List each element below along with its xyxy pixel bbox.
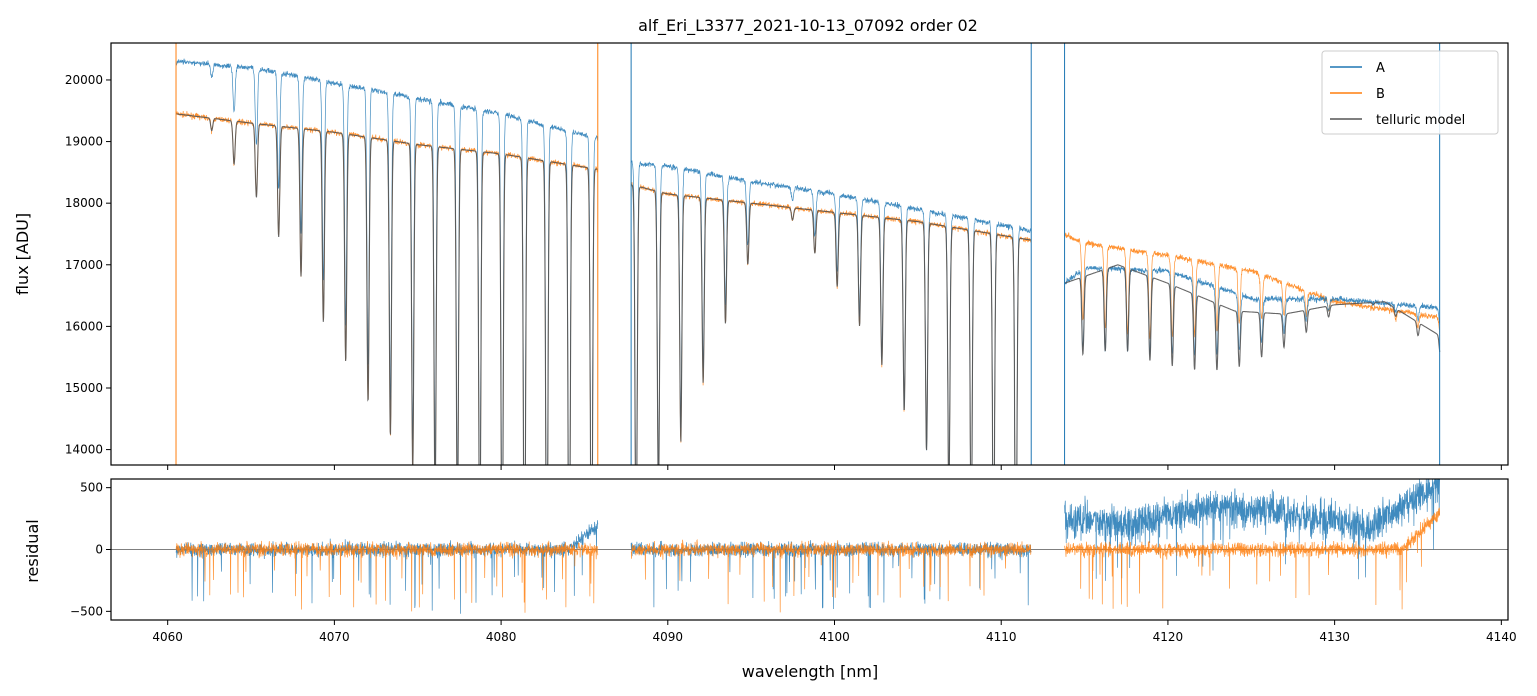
y-tick-label: 18000 [65, 196, 103, 210]
series-line-telluric-model [175, 113, 598, 465]
y-tick-label: 500 [80, 481, 103, 495]
series-line-telluric-model [630, 184, 1032, 465]
legend-entry-b: B [1376, 87, 1385, 102]
residual-y-axis-label: residual [23, 519, 42, 582]
series-line-b [630, 182, 1032, 465]
x-tick-label: 4080 [486, 630, 517, 644]
x-tick-label: 4140 [1486, 630, 1517, 644]
spectrum-series-group [175, 43, 1441, 465]
y-tick-label: 17000 [65, 258, 103, 272]
y-tick-label: −500 [70, 604, 103, 618]
residual-y-ticks: −500 0 500 [70, 481, 111, 618]
legend: A B telluric model [1321, 50, 1499, 135]
series-line-telluric-model [1064, 264, 1441, 371]
residual-line-b [175, 540, 599, 613]
spectrum-panel: 14000 15000 16000 17000 18000 19000 20000 flux… [13, 42, 1509, 470]
x-tick-label: 4070 [319, 630, 350, 644]
residual-x-ticks: 4060 4070 4080 4090 4100 4110 4120 4130 4140 [152, 620, 1517, 644]
residual-panel: −500 0 500 4060 4070 4080 4090 4100 4110 4120 413… [23, 478, 1517, 681]
y-tick-label: 14000 [65, 443, 103, 457]
series-line-b [1064, 232, 1441, 339]
series-line-a [630, 160, 1032, 465]
y-tick-label: 19000 [65, 135, 103, 149]
x-tick-label: 4110 [986, 630, 1017, 644]
y-tick-label: 15000 [65, 381, 103, 395]
legend-box [1321, 50, 1499, 135]
x-tick-label: 4120 [1153, 630, 1184, 644]
spectrum-axes-frame [110, 42, 1509, 466]
residual-line-b [1064, 507, 1441, 610]
residual-line-b [630, 539, 1032, 613]
residual-series-group [111, 479, 1508, 614]
y-tick-label: 20000 [65, 73, 103, 87]
spectrum-x-ticks [167, 465, 1502, 470]
x-tick-label: 4130 [1319, 630, 1350, 644]
spectrum-y-ticks: 14000 15000 16000 17000 18000 19000 20000 [65, 73, 111, 457]
residual-line-a [1064, 479, 1441, 581]
series-line-a [1064, 265, 1441, 356]
spectrum-y-axis-label: flux [ADU] [13, 213, 32, 295]
legend-entry-telluric: telluric model [1376, 113, 1465, 128]
chart-title: alf_Eri_L3377_2021-10-13_07092 order 02 [638, 16, 978, 36]
x-tick-label: 4060 [152, 630, 183, 644]
x-tick-label: 4090 [653, 630, 684, 644]
x-axis-label: wavelength [nm] [742, 662, 879, 681]
y-tick-label: 0 [95, 543, 103, 557]
series-line-a [175, 58, 598, 465]
residual-line-a [175, 520, 599, 614]
y-tick-label: 16000 [65, 319, 103, 333]
legend-entry-a: A [1376, 61, 1385, 76]
x-tick-label: 4100 [819, 630, 850, 644]
